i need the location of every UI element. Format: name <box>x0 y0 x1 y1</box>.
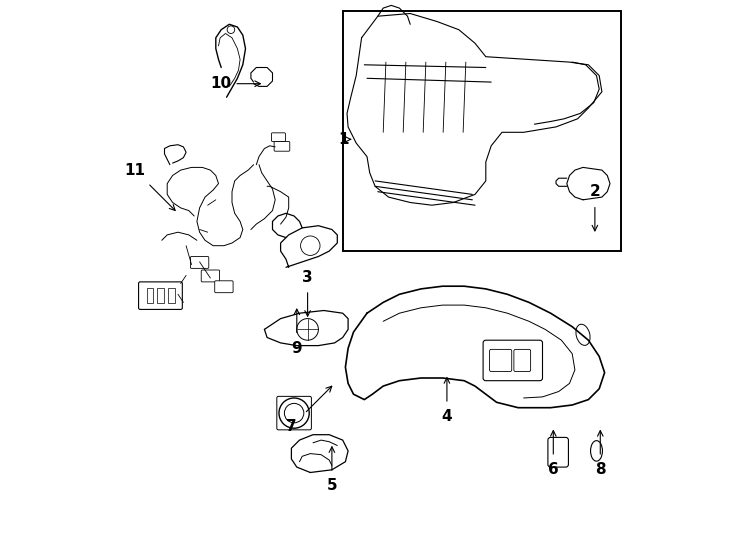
Text: 6: 6 <box>548 462 559 477</box>
Text: 1: 1 <box>338 132 349 147</box>
FancyBboxPatch shape <box>483 340 542 381</box>
Text: 9: 9 <box>291 341 302 356</box>
FancyBboxPatch shape <box>190 256 208 268</box>
Text: 7: 7 <box>286 419 297 434</box>
FancyBboxPatch shape <box>215 281 233 293</box>
Text: 3: 3 <box>302 269 313 285</box>
Text: 4: 4 <box>442 409 452 424</box>
Text: 11: 11 <box>124 163 145 178</box>
FancyBboxPatch shape <box>274 141 290 151</box>
Text: 5: 5 <box>327 478 337 494</box>
Bar <box>343 11 621 251</box>
Text: 8: 8 <box>595 462 606 477</box>
Text: 2: 2 <box>589 184 600 199</box>
Bar <box>147 288 153 303</box>
FancyBboxPatch shape <box>139 282 182 309</box>
FancyBboxPatch shape <box>201 270 219 282</box>
Bar <box>168 288 175 303</box>
FancyBboxPatch shape <box>277 396 311 430</box>
FancyBboxPatch shape <box>548 437 568 467</box>
FancyBboxPatch shape <box>514 349 531 372</box>
FancyBboxPatch shape <box>490 349 512 372</box>
Bar <box>158 288 164 303</box>
FancyBboxPatch shape <box>272 133 286 141</box>
Text: 10: 10 <box>211 76 232 91</box>
